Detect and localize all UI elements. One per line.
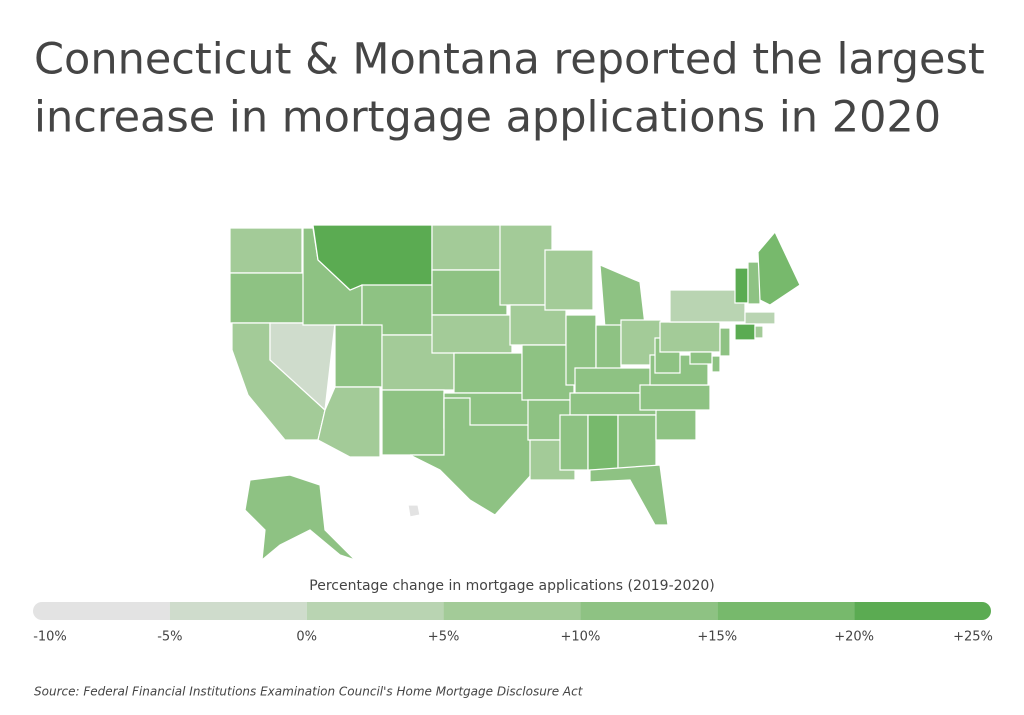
legend-title: Percentage change in mortgage applicatio… — [309, 578, 714, 594]
region — [617, 414, 657, 471]
legend-tick-label: +5% — [428, 630, 460, 645]
region — [409, 397, 541, 516]
legend-bar — [33, 602, 991, 620]
region — [229, 227, 303, 274]
region — [229, 272, 306, 324]
legend-bin — [717, 602, 855, 620]
legend-bin — [169, 602, 307, 620]
region — [719, 327, 731, 357]
region — [589, 464, 669, 526]
region — [499, 224, 553, 306]
region — [734, 267, 749, 304]
legend-tick-label: +20% — [834, 630, 874, 645]
legend-tick-label: 0% — [296, 630, 317, 645]
region — [689, 351, 713, 365]
region — [509, 304, 567, 346]
region — [754, 325, 764, 339]
legend-tick-label: -5% — [157, 630, 182, 645]
region — [659, 321, 721, 353]
region — [317, 386, 381, 458]
region — [669, 289, 746, 323]
region — [431, 269, 508, 316]
legend-tick-label: -10% — [33, 630, 67, 645]
legend-bin — [443, 602, 581, 620]
region — [734, 323, 756, 341]
legend-tick-label: +10% — [561, 630, 601, 645]
region — [711, 355, 721, 373]
region — [431, 314, 513, 354]
region — [757, 230, 801, 306]
region — [431, 224, 503, 271]
region — [334, 324, 383, 388]
region — [244, 474, 356, 562]
region — [655, 409, 697, 441]
region — [747, 261, 761, 305]
title-line: Connecticut & Montana reported the large… — [34, 35, 985, 85]
region — [407, 504, 421, 518]
region — [559, 414, 589, 471]
region — [381, 389, 445, 456]
legend-tick-label: +15% — [697, 630, 737, 645]
region — [453, 352, 523, 394]
region — [639, 384, 711, 411]
source: Source: Federal Financial Institutions E… — [34, 685, 584, 699]
legend-tick-label: +25% — [953, 630, 993, 645]
legend-bin — [580, 602, 718, 620]
legend-bin — [854, 602, 991, 620]
map — [229, 224, 801, 562]
region — [587, 414, 619, 471]
legend-bin — [306, 602, 444, 620]
region — [744, 311, 776, 325]
region — [544, 249, 594, 311]
title-line: increase in mortgage applications in 202… — [34, 93, 941, 143]
region — [599, 264, 646, 329]
legend-bin — [33, 602, 170, 620]
